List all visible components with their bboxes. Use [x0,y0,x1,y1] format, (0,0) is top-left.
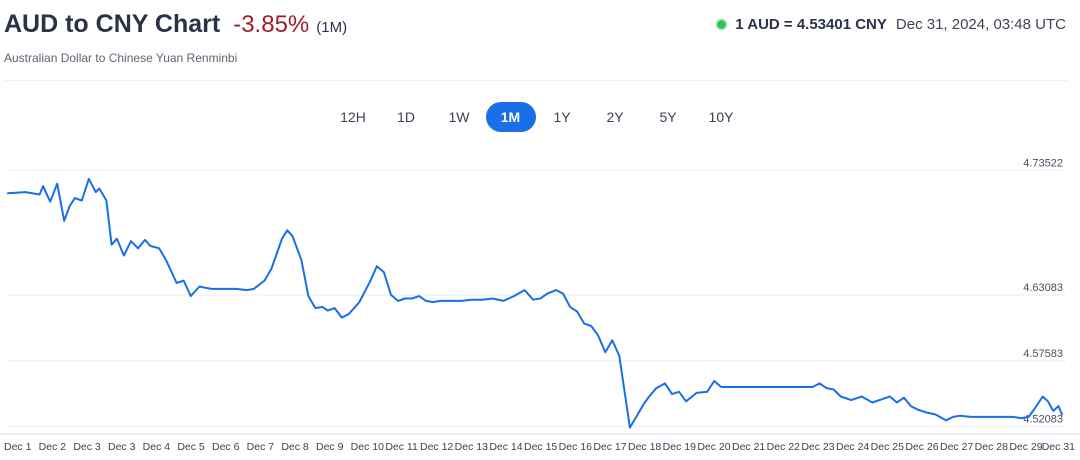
range-button-1y[interactable]: 1Y [553,109,571,125]
series-line[interactable] [7,177,1063,429]
chart-header: AUD to CNY Chart -3.85% (1M) Australian … [4,10,1066,70]
x-tick-label: Dec 3 [108,441,136,453]
x-tick-label: Dec 1 [4,441,32,453]
page-subtitle: Australian Dollar to Chinese Yuan Renmin… [4,51,238,65]
x-tick-label: Dec 29 [1009,441,1042,453]
range-button-1w[interactable]: 1W [448,109,470,125]
x-tick-label: Dec 2 [39,441,67,453]
range-button-1d[interactable]: 1D [397,109,415,125]
x-tick-label: Dec 24 [836,441,869,453]
x-tick-label: Dec 19 [663,441,696,453]
y-tick-label: 4.63083 [1023,282,1063,294]
x-tick-label: Dec 26 [905,441,938,453]
x-tick-label: Dec 3 [73,441,101,453]
live-indicator-icon [717,20,727,29]
x-tick-label: Dec 8 [281,441,309,453]
time-range-selector: 12H 1D 1W 1M 1Y 2Y 5Y 10Y [0,102,1080,132]
x-tick-label: Dec 22 [767,441,800,453]
range-button-1m[interactable]: 1M [485,102,536,132]
x-tick-label: Dec 14 [489,441,522,453]
range-button-5y[interactable]: 5Y [659,109,677,125]
x-tick-label: Dec 28 [975,441,1008,453]
range-button-2y[interactable]: 2Y [606,109,624,125]
range-button-10y[interactable]: 10Y [708,109,734,125]
x-tick-label: Dec 27 [940,441,973,453]
x-tick-label: Dec 25 [871,441,904,453]
rate-value: 1 AUD = 4.53401 CNY [735,16,887,33]
x-tick-label: Dec 15 [524,441,557,453]
y-tick-label: 4.73522 [1023,157,1063,169]
x-tick-label: Dec 17 [593,441,626,453]
x-tick-label: Dec 23 [801,441,834,453]
title-row: AUD to CNY Chart -3.85% (1M) [4,10,1066,39]
y-tick-label: 4.52083 [1023,414,1063,426]
rate-timestamp: Dec 31, 2024, 03:48 UTC [895,16,1066,33]
live-rate: 1 AUD = 4.53401 CNY Dec 31, 2024, 03:48 … [717,16,1066,33]
x-tick-label: Dec 11 [385,441,418,453]
x-tick-label: Dec 13 [455,441,488,453]
y-tick-label: 4.57583 [1023,348,1063,360]
x-tick-label: Dec 31 [1042,441,1075,453]
x-tick-label: Dec 6 [212,441,240,453]
exchange-rate-chart[interactable]: 4.73522 4.63083 4.57583 4.52083 Dec 1 Dec 2 D… [0,150,1080,460]
x-tick-label: Dec 9 [316,441,344,453]
x-tick-label: Dec 18 [628,441,661,453]
x-tick-label: Dec 20 [697,441,730,453]
x-tick-label: Dec 16 [559,441,592,453]
range-button-12h[interactable]: 12H [340,109,366,125]
page-title: AUD to CNY Chart [4,10,221,38]
percent-change: -3.85% [233,11,310,38]
x-tick-label: Dec 4 [143,441,171,453]
x-tick-label: Dec 12 [420,441,453,453]
x-tick-label: Dec 7 [247,441,275,453]
period-label: (1M) [316,19,348,36]
x-tick-label: Dec 10 [351,441,384,453]
x-tick-label: Dec 21 [732,441,765,453]
x-tick-label: Dec 5 [177,441,205,453]
header-divider [4,80,1068,81]
